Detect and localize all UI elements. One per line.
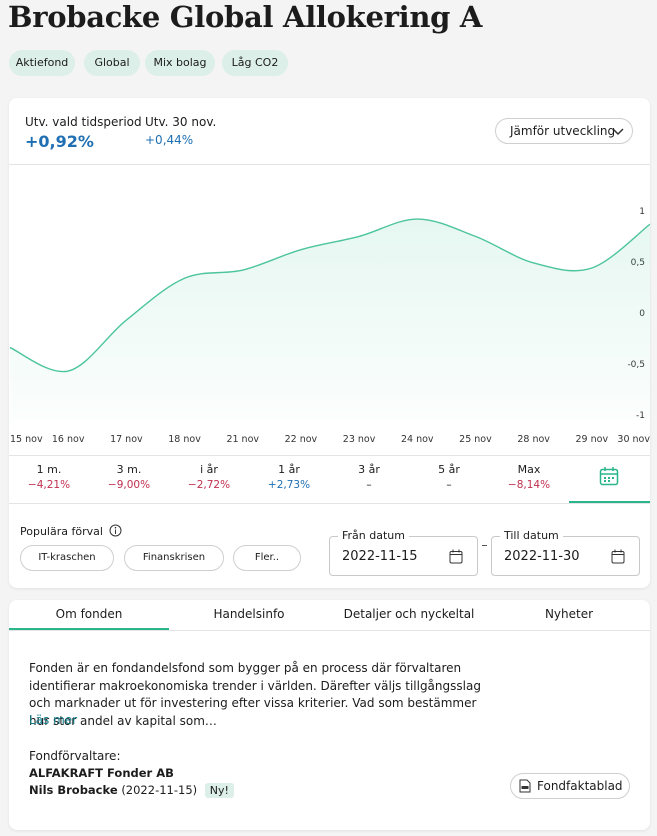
new-badge: Ny! [204,783,234,798]
tag: Låg CO2 [222,50,288,76]
fund-title: Brobacke Global Allokering A [8,0,483,34]
tab[interactable]: Detaljer och nyckeltal [343,607,475,621]
preset-button[interactable]: Finanskrisen [124,545,224,571]
divider [9,455,650,456]
compare-button-label: Jämför utveckling [510,124,616,138]
tab[interactable]: Nyheter [544,607,594,621]
period[interactable]: 3 m. −9,00% [89,463,169,491]
period[interactable]: i år −2,72% [169,463,249,491]
area [10,219,650,420]
pdf-icon [519,779,531,793]
period-change: – [446,479,452,491]
from-date-field[interactable]: Från datum 2022-11-15 [329,529,478,576]
company-name: ALFAKRAFT Fonder AB [29,766,174,780]
x-tick-label: 24 nov [401,434,434,445]
period[interactable]: 3 år – [329,463,409,491]
period-label: 1 m. [36,463,62,476]
active-period-underline [569,501,650,503]
period-label: 1 år [278,463,300,476]
tag: Aktiefond [9,50,75,76]
period-change: −4,21% [27,479,71,491]
day-label: Utv. 30 nov. [145,115,217,129]
x-tick-label: 21 nov [226,434,259,445]
tab[interactable]: Handelsinfo [213,607,285,621]
compare-button[interactable]: Jämför utveckling [495,118,633,144]
x-tick-label: 17 nov [110,434,143,445]
period-label: Utv. vald tidsperiod [25,115,142,129]
calendar-icon[interactable] [611,549,625,564]
manager-label: Fondförvaltare: [29,749,121,763]
period-label: 5 år [438,463,460,476]
factsheet-button[interactable]: Fondfaktablad [510,773,630,799]
manager-name: Nils Brobacke [29,783,118,797]
x-tick-label: 18 nov [168,434,201,445]
period[interactable]: Max −8,14% [489,463,569,491]
period[interactable]: 1 m. −4,21% [9,463,89,491]
x-tick-label: 22 nov [285,434,318,445]
calendar-tab[interactable] [599,466,619,486]
to-date-label: Till datum [500,529,563,542]
period-change: – [366,479,372,491]
preset-button[interactable]: Fler.. [233,545,301,571]
divider [9,630,650,631]
tag: Global [84,50,140,76]
about-text: Fonden är en fondandelsfond som bygger p… [29,661,481,728]
divider [9,503,650,504]
info-icon[interactable] [109,524,122,537]
period[interactable]: 1 år +2,73% [249,463,329,491]
x-tick-label: 29 nov [576,434,609,445]
active-tab-underline [9,628,169,630]
from-date-value: 2022-11-15 [342,549,418,564]
to-date-field[interactable]: Till datum 2022-11-30 [491,529,640,576]
preset-button[interactable]: IT-kraschen [20,545,114,571]
factsheet-label: Fondfaktablad [537,779,623,793]
date-separator [482,545,487,546]
period-label: 3 m. [116,463,142,476]
from-date-label: Från datum [338,529,409,542]
period[interactable]: 5 år – [409,463,489,491]
x-tick-label: 25 nov [459,434,492,445]
x-tick-label: 28 nov [517,434,550,445]
line [9,218,650,373]
x-tick-label: 15 nov [10,434,43,445]
period-label: 3 år [358,463,380,476]
day-value: +0,44% [145,133,194,147]
read-more-link[interactable]: Läs mer [29,713,78,727]
tag: Mix bolag [145,50,215,76]
tab[interactable]: Om fonden [55,607,123,621]
manager-row: Nils Brobacke (2022-11-15) Ny! [29,783,234,798]
x-tick-label: 16 nov [52,434,85,445]
period-change: +2,73% [267,479,311,491]
presets-label: Populära förval [20,524,122,538]
period-label: Max [517,463,541,476]
period-value: +0,92% [25,132,94,151]
period-change: −9,00% [107,479,151,491]
x-tick-label: 30 nov [617,434,650,445]
x-tick-label: 23 nov [343,434,376,445]
period-change: −8,14% [507,479,551,491]
y-tick-label: 1 [639,207,645,217]
chevron-icon [612,128,624,136]
presets-label-text: Populära förval [20,525,103,538]
divider [9,164,650,165]
manager-since: (2022-11-15) [121,783,198,797]
period-label: i år [200,463,218,476]
to-date-value: 2022-11-30 [504,549,580,564]
calendar-icon[interactable] [449,549,463,564]
period-change: −2,72% [187,479,231,491]
